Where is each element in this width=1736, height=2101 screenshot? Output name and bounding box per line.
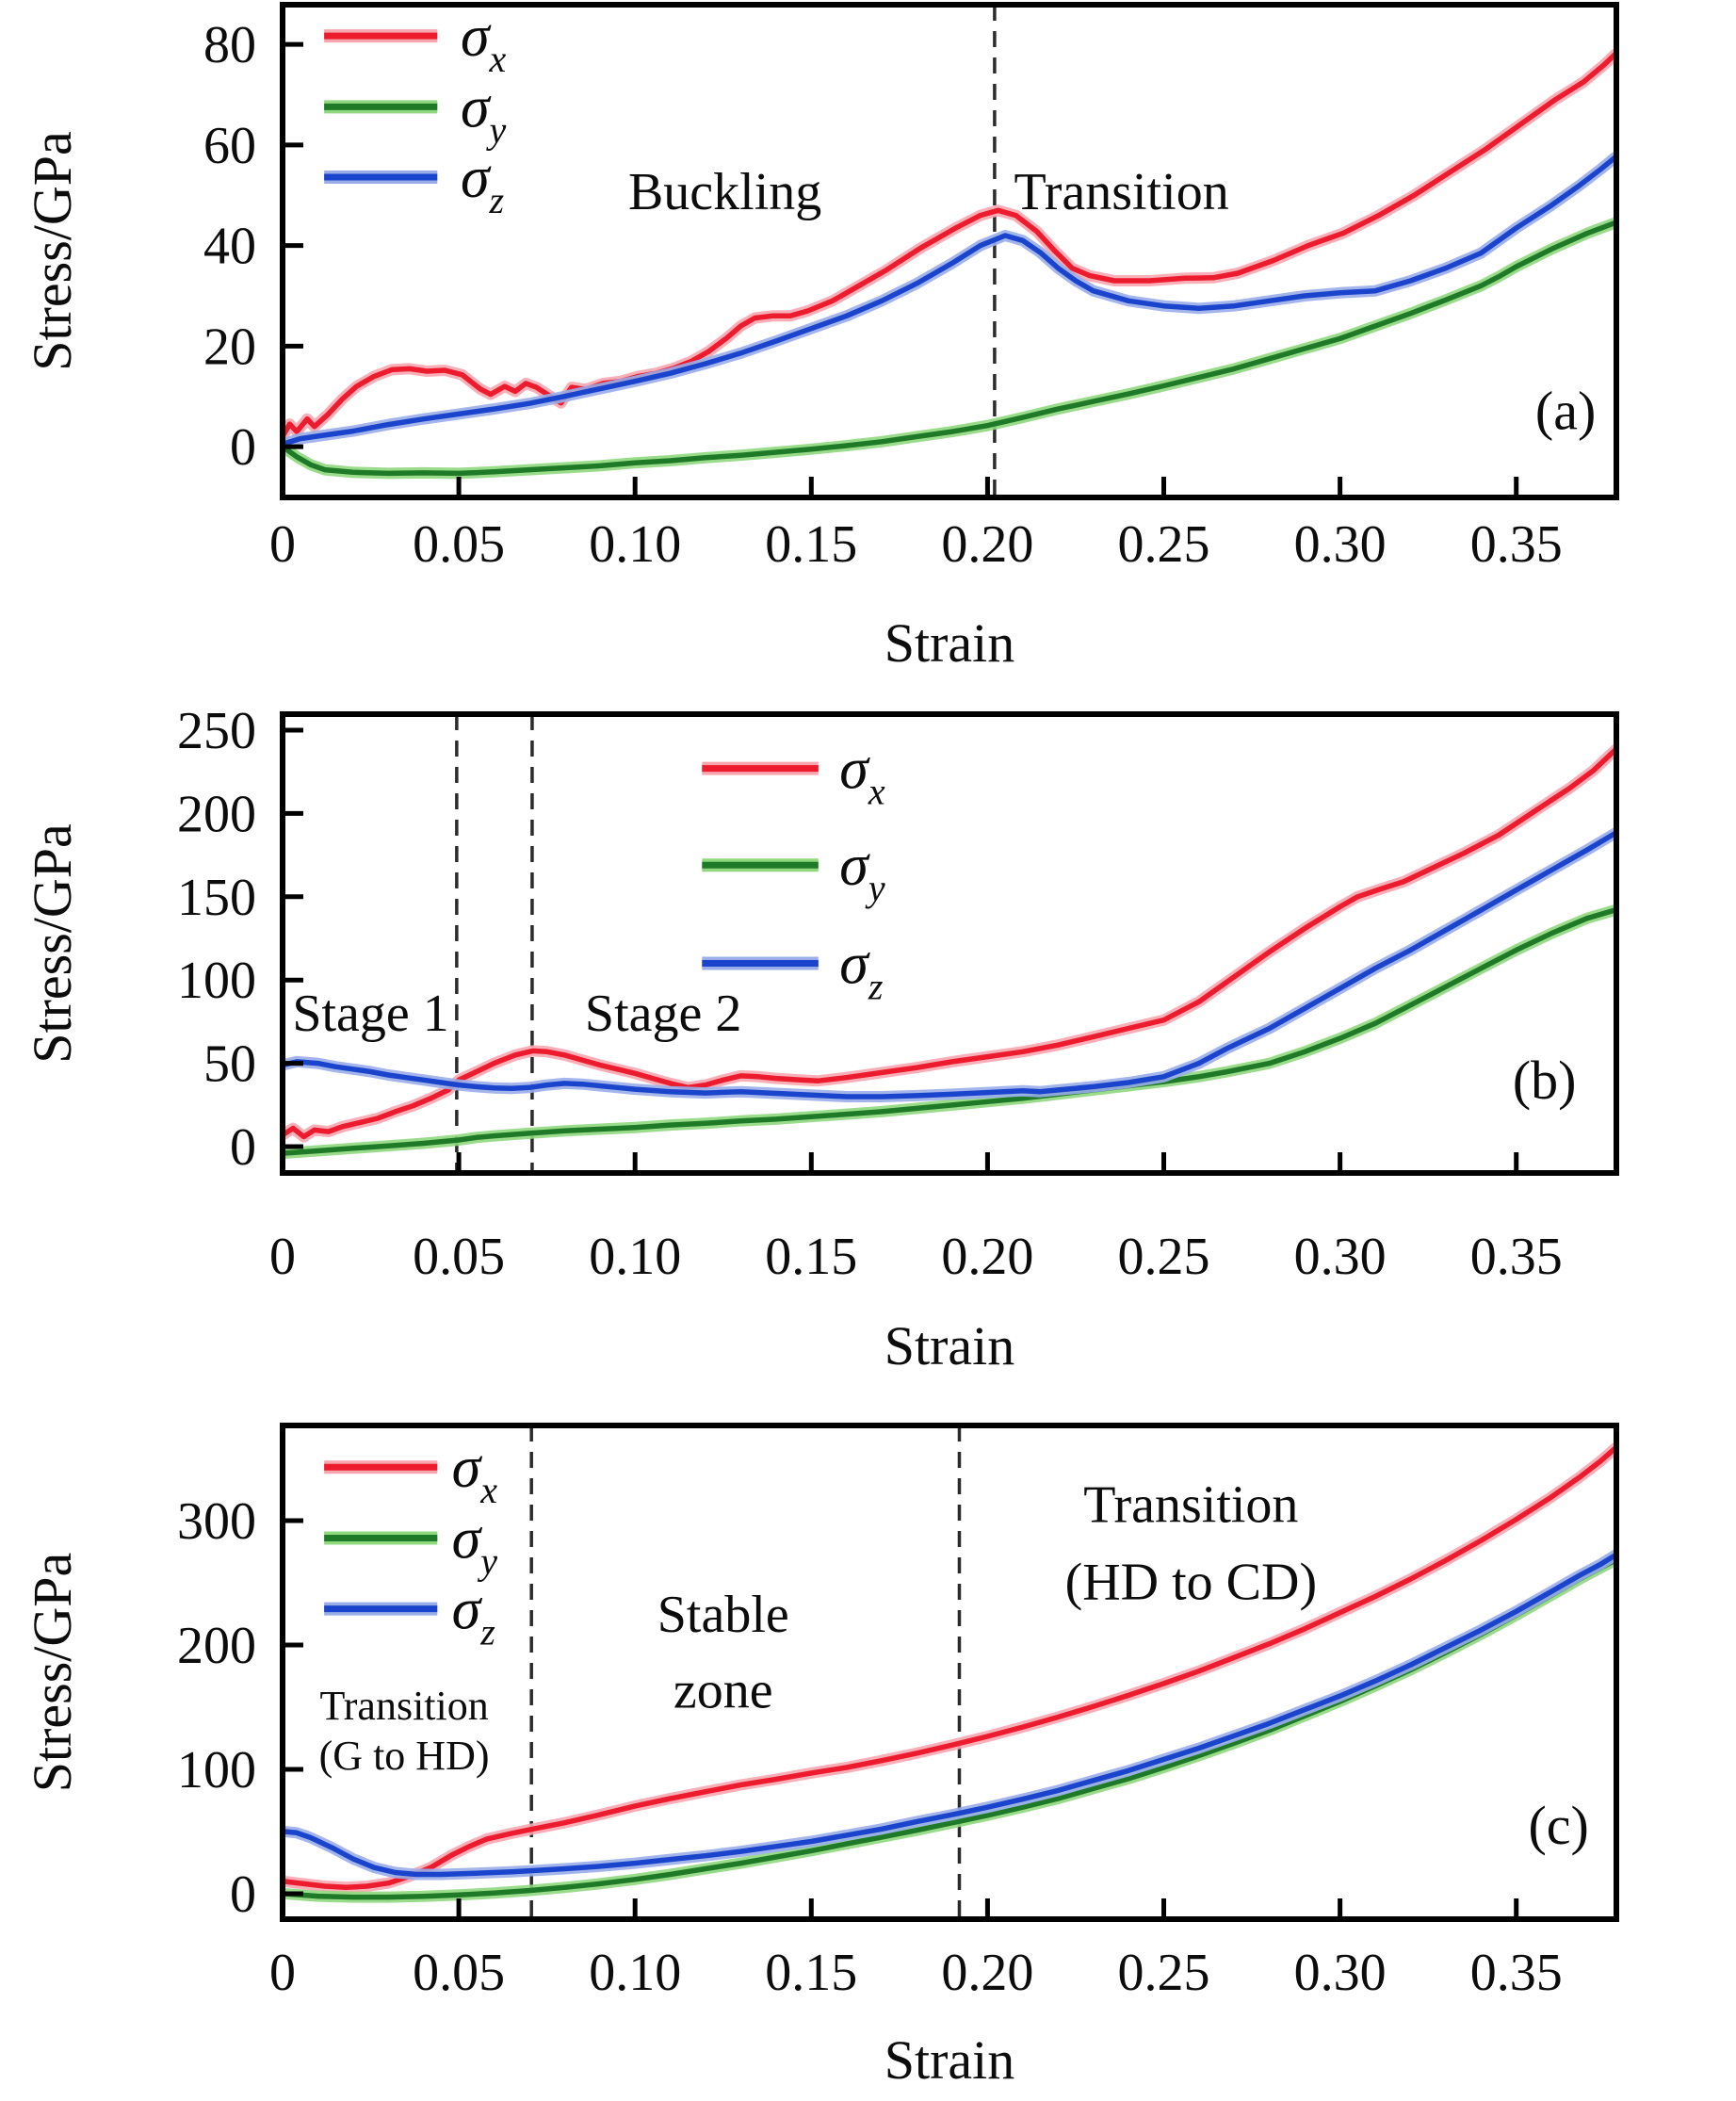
annotation-b-2: Stage 2 <box>585 985 741 1043</box>
legend-label-sigma_y-c: σy <box>452 1507 498 1582</box>
legend-b: σx σy σz <box>702 738 885 1008</box>
y-tick-label-b-250: 250 <box>177 702 256 760</box>
x-axis-title-a: Strain <box>884 612 1015 674</box>
y-tick-label-c-0: 0 <box>230 1865 256 1924</box>
annotation-a-1: Buckling <box>628 163 821 221</box>
x-tick-label-c-0.35: 0.35 <box>1470 1944 1563 2002</box>
curves-c <box>283 1442 1616 1903</box>
sigma_y-curve-b <box>283 907 1616 1156</box>
x-tick-label-a-0.25: 0.25 <box>1118 515 1210 574</box>
plot-box-b <box>280 711 1619 1176</box>
y-tick-label-b-50: 50 <box>203 1035 256 1094</box>
x-tick-label-b-0.15: 0.15 <box>765 1228 857 1286</box>
x-tick-label-b-0: 0 <box>269 1228 296 1286</box>
y-tick-label-b-200: 200 <box>177 785 256 843</box>
y-axis-title-b: Stress/GPa <box>22 823 83 1064</box>
plot-box-a <box>280 2 1619 500</box>
y-tick-label-c-200: 200 <box>177 1617 256 1675</box>
curves-a <box>283 48 1616 480</box>
x-tick-label-a-0.10: 0.10 <box>589 515 681 574</box>
sigma_y-curve-a <box>283 220 1616 477</box>
x-axis-title-b: Strain <box>884 1315 1015 1376</box>
legend-label-sigma_z-a: σz <box>461 146 505 221</box>
x-tick-label-b-0.05: 0.05 <box>413 1228 505 1286</box>
sigma_x-curve-c <box>283 1445 1616 1891</box>
legend-label-sigma_y-b: σy <box>839 834 885 909</box>
annotation-c-6: (HD to CD) <box>1065 1553 1318 1611</box>
panel-label-b: (b) <box>1513 1050 1577 1111</box>
annotation-c-3: Stable <box>657 1586 789 1644</box>
x-tick-label-c-0.30: 0.30 <box>1294 1944 1387 2002</box>
panel-a: 0 20 40 60 80 0 0.05 0.10 0.15 0.20 0.25 0.30 0.35 St… <box>22 2 1619 674</box>
legend-label-sigma_x-b: σx <box>839 738 885 813</box>
x-tick-label-c-0.15: 0.15 <box>765 1944 857 2002</box>
legend-label-sigma_y-a: σy <box>461 75 507 151</box>
x-tick-label-c-0.10: 0.10 <box>589 1944 681 2002</box>
panel-c: 0 100 200 300 0 0.05 0.10 0.15 0.20 0.25 0.30 0.35 S… <box>22 1423 1619 2091</box>
y-axis-title-a: Stress/GPa <box>22 131 83 371</box>
panel-b: 0 50 100 150 200 250 0 0.05 0.10 0.15 0.20 0.25 0.30… <box>22 702 1619 1376</box>
y-tick-label-a-20: 20 <box>203 318 256 376</box>
x-tick-label-b-0.20: 0.20 <box>941 1228 1033 1286</box>
x-tick-label-c-0.20: 0.20 <box>941 1944 1033 2002</box>
panel-label-a: (a) <box>1535 380 1596 441</box>
y-tick-label-b-0: 0 <box>230 1118 256 1177</box>
panel-label-c: (c) <box>1528 1795 1588 1856</box>
y-tick-label-a-40: 40 <box>203 218 256 276</box>
y-tick-label-b-100: 100 <box>177 952 256 1010</box>
sigma_z-curve-c <box>283 1553 1616 1878</box>
y-tick-label-a-80: 80 <box>203 16 256 74</box>
x-tick-label-a-0: 0 <box>269 515 296 574</box>
plot-box-c <box>280 1423 1619 1922</box>
sigma_z-curve-a <box>283 155 1616 448</box>
x-tick-label-b-0.30: 0.30 <box>1294 1228 1387 1286</box>
x-tick-label-a-0.05: 0.05 <box>413 515 505 574</box>
annotation-c-4: zone <box>673 1661 773 1719</box>
x-tick-label-c-0: 0 <box>269 1944 296 2002</box>
x-tick-label-b-0.10: 0.10 <box>589 1228 681 1286</box>
x-axis-title-c: Strain <box>884 2029 1015 2091</box>
y-tick-label-c-300: 300 <box>177 1492 256 1551</box>
x-tick-label-b-0.35: 0.35 <box>1470 1228 1563 1286</box>
x-tick-label-a-0.15: 0.15 <box>765 515 857 574</box>
sigma_z-curve-b <box>283 830 1616 1099</box>
legend-label-sigma_z-b: σz <box>839 933 884 1008</box>
sigma_x-curve-b <box>283 747 1616 1140</box>
x-tick-label-c-0.25: 0.25 <box>1118 1944 1210 2002</box>
x-tick-label-b-0.25: 0.25 <box>1118 1228 1210 1286</box>
y-tick-label-a-0: 0 <box>230 418 256 477</box>
y-tick-label-b-150: 150 <box>177 869 256 927</box>
curves-b <box>283 744 1616 1160</box>
annotation-b-1: Stage 1 <box>292 985 448 1043</box>
sigma_x-curve-a <box>283 52 1616 440</box>
annotation-a-2: Transition <box>1014 163 1229 221</box>
y-axis-title-c: Stress/GPa <box>22 1553 83 1793</box>
x-tick-label-a-0.35: 0.35 <box>1470 515 1563 574</box>
legend-label-sigma_z-c: σz <box>452 1578 496 1653</box>
y-tick-label-a-60: 60 <box>203 117 256 175</box>
annotation-c-2: (G to HD) <box>319 1733 490 1779</box>
x-tick-label-a-0.20: 0.20 <box>941 515 1033 574</box>
legend-label-sigma_x-c: σx <box>452 1436 498 1511</box>
annotation-c-1: Transition <box>319 1683 488 1729</box>
y-tick-label-c-100: 100 <box>177 1741 256 1800</box>
x-tick-label-a-0.30: 0.30 <box>1294 515 1387 574</box>
annotation-c-5: Transition <box>1083 1476 1298 1535</box>
x-tick-label-c-0.05: 0.05 <box>413 1944 505 2002</box>
legend-label-sigma_x-a: σx <box>461 5 507 80</box>
